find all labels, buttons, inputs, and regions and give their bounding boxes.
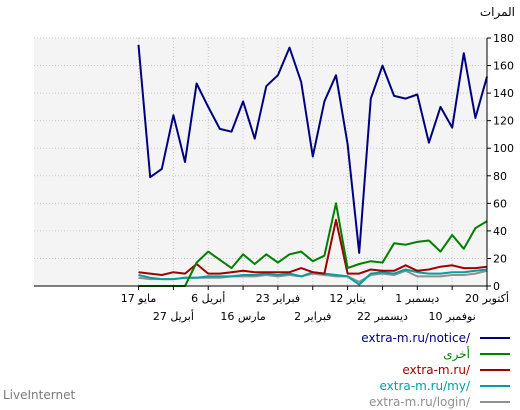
y-tick-label: 40 (493, 225, 507, 238)
y-tick-label: 0 (493, 280, 500, 293)
legend-item: extra-m.ru/notice/ (361, 330, 510, 346)
y-tick-label: 120 (493, 115, 514, 128)
line-chart: 0 20 40 60 80 100 120 140 160 180 20 أكتوبر 10 نوفم… (34, 5, 515, 323)
x-tick-label: 20 أكتوبر (465, 291, 509, 305)
legend-swatch (480, 337, 510, 339)
legend: extra-m.ru/notice/أخرى extra-m.ru/extra-m… (361, 330, 510, 410)
y-tick-label: 140 (493, 87, 514, 100)
x-tick-label: 12 يناير (329, 292, 365, 305)
legend-swatch (480, 353, 510, 355)
legend-label: extra-m.ru/my/ (379, 379, 470, 393)
legend-swatch (480, 401, 510, 403)
grid (34, 37, 488, 287)
series-line-1 (138, 202, 488, 287)
y-tick-label: 100 (493, 142, 514, 155)
y-axis-label: المرات (480, 5, 515, 20)
x-tick-label: 6 أبريل (191, 291, 225, 305)
legend-swatch (480, 369, 510, 371)
y-tick-label: 180 (493, 32, 514, 45)
legend-label: extra-m.ru/login/ (369, 395, 470, 409)
plot-area (34, 38, 487, 286)
x-tick-label: 1 ديسمبر (395, 292, 439, 305)
x-tick-label: 10 نوفمبر (429, 310, 476, 323)
x-tick-label: 23 فبراير (256, 292, 300, 305)
legend-swatch (480, 385, 510, 387)
series-lines (137, 44, 488, 287)
y-tick-label: 20 (493, 252, 507, 265)
x-tick-label: 16 مارس (220, 310, 266, 323)
x-tick-label: 27 أبريل (153, 309, 194, 323)
legend-item: extra-m.ru/login/ (369, 394, 510, 410)
brand-label: LiveInternet (3, 388, 76, 402)
legend-item: أخرى (443, 346, 510, 362)
legend-item: extra-m.ru/my/ (379, 378, 510, 394)
x-tick-label: 17 مايو (121, 292, 157, 305)
legend-label: extra-m.ru/ (402, 363, 470, 377)
axes: 0 20 40 60 80 100 120 140 160 180 20 أكتوبر 10 نوفم… (34, 32, 514, 323)
legend-item: extra-m.ru/ (402, 362, 510, 378)
legend-label: أخرى (443, 347, 470, 361)
y-tick-label: 60 (493, 197, 507, 210)
x-tick-label: 2 فبراير (294, 310, 331, 323)
series-line-0 (137, 44, 488, 254)
legend-label: extra-m.ru/notice/ (361, 331, 470, 345)
y-tick-label: 80 (493, 170, 507, 183)
x-tick-label: 22 ديسمبر (357, 310, 408, 323)
y-tick-label: 160 (493, 60, 514, 73)
